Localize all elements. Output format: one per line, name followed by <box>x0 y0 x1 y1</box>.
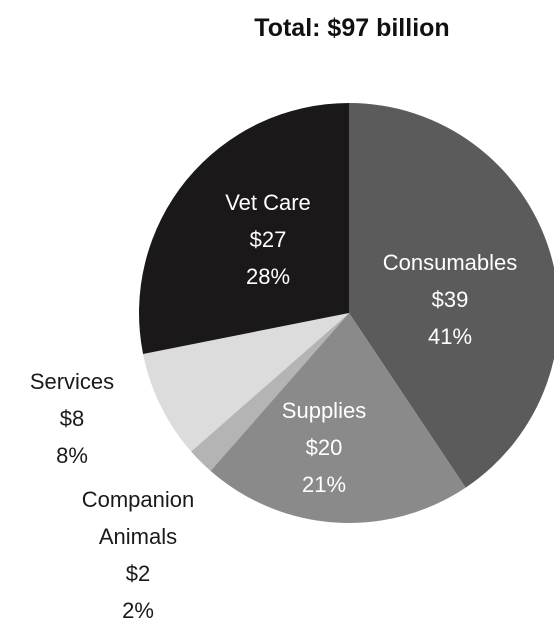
slice-labels: Consumables $39 41% Supplies $20 21% Companion… <box>30 190 517 623</box>
pie-slice-companion-animals <box>191 313 349 471</box>
slice-label-consumables-percent: 41% <box>428 324 472 349</box>
slice-label-services-percent: 8% <box>56 443 88 468</box>
pie-slices <box>139 103 554 524</box>
slice-label-consumables-amount: $39 <box>432 287 469 312</box>
slice-label-companion-animals-name-2: Animals <box>99 524 177 549</box>
slice-label-supplies-amount: $20 <box>306 435 343 460</box>
slice-label-supplies-percent: 21% <box>302 472 346 497</box>
slice-label-companion-animals-percent: 2% <box>122 598 154 623</box>
slice-label-consumables-name: Consumables <box>383 250 518 275</box>
slice-label-companion-animals-name-1: Companion <box>82 487 195 512</box>
pie-slice-supplies <box>210 313 466 524</box>
slice-label-services-name: Services <box>30 369 114 394</box>
slice-label-services-amount: $8 <box>60 406 84 431</box>
chart-title: Total: $97 billion <box>254 14 449 42</box>
slice-label-vet-care-percent: 28% <box>246 264 290 289</box>
pie-slice-services <box>143 313 349 452</box>
slice-label-vet-care-name: Vet Care <box>225 190 311 215</box>
slice-label-supplies-name: Supplies <box>282 398 366 423</box>
pie-slice-vet-care <box>139 103 349 354</box>
pie-slice-consumables <box>349 103 554 488</box>
slice-label-companion-animals-amount: $2 <box>126 561 150 586</box>
slice-label-vet-care-amount: $27 <box>250 227 287 252</box>
